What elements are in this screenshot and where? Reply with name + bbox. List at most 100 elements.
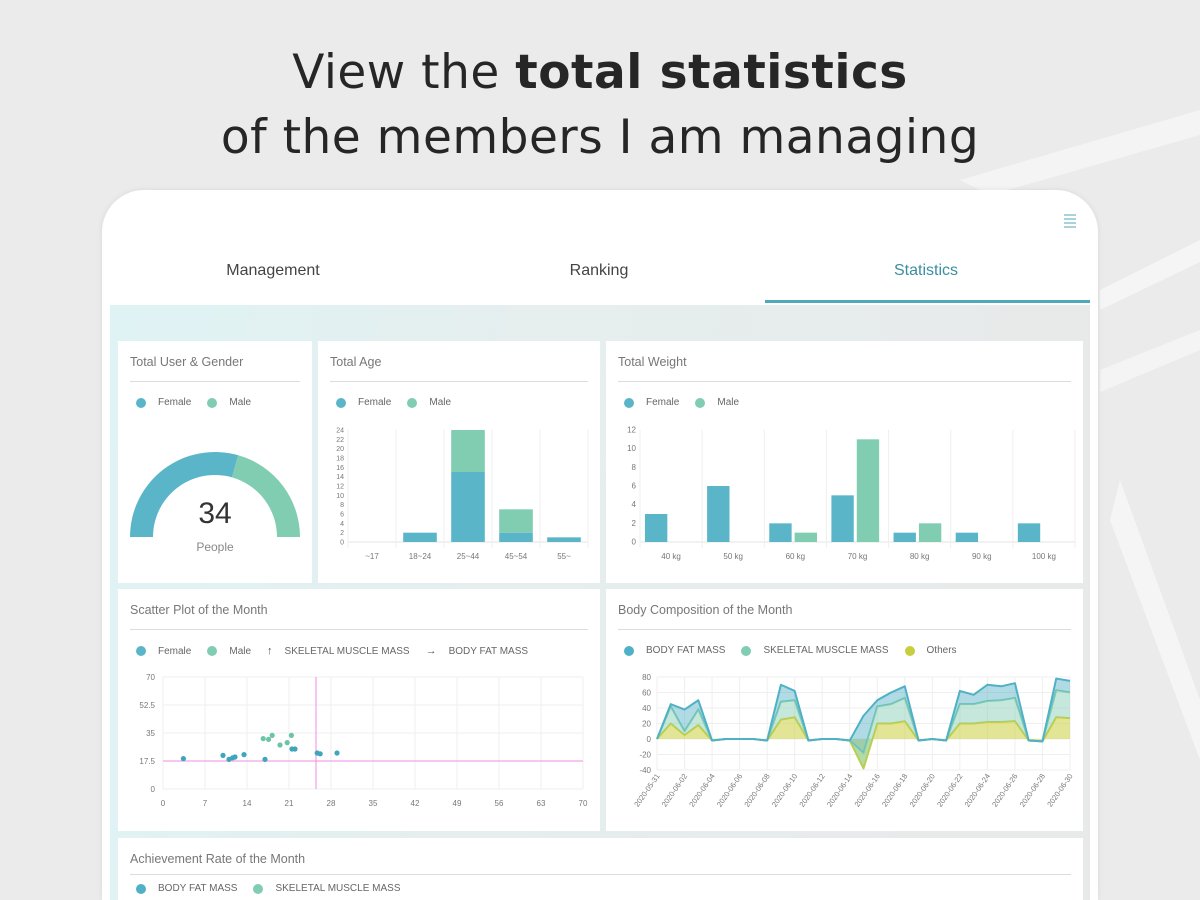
y-tick-label: 0	[340, 540, 344, 547]
legend: BODY FAT MASS SKELETAL MUSCLE MASS Other…	[624, 645, 973, 656]
legend-male[interactable]: Male	[229, 645, 252, 657]
bar-female	[769, 523, 792, 542]
bar-female	[499, 532, 533, 542]
point-female	[241, 752, 247, 758]
point-female	[262, 756, 268, 762]
point-female	[180, 756, 186, 762]
body-fat-dot-icon	[136, 883, 146, 894]
area-others	[657, 717, 1070, 769]
point-female	[220, 752, 226, 758]
y-tick-label: 17.5	[139, 757, 155, 766]
divider	[618, 381, 1071, 382]
tablet-frame: Management Ranking Statistics Total User…	[102, 190, 1098, 900]
y-tick-label: 4	[340, 521, 344, 528]
female-dot-icon	[136, 397, 146, 408]
x-tick-label: 100 kg	[1032, 552, 1056, 561]
bar-female	[955, 532, 979, 542]
male-dot-icon	[407, 397, 418, 408]
point-male	[260, 736, 266, 742]
legend-others[interactable]: Others	[926, 645, 957, 656]
point-male	[288, 732, 294, 738]
x-tick-label: 2020-06-20	[908, 772, 937, 809]
gender-gauge-chart	[130, 452, 300, 537]
divider	[130, 629, 588, 630]
x-tick-label: 2020-06-08	[742, 772, 771, 809]
x-tick-label: 49	[453, 799, 462, 808]
card-total-age: Total Age Female Male 0 2 4 6 8 10 12 14 16 18 20 2…	[318, 341, 600, 583]
y-tick-label: 4	[632, 500, 637, 509]
female-dot-icon	[336, 397, 346, 408]
x-tick-label: 25~44	[457, 552, 480, 561]
x-tick-label: 0	[161, 799, 166, 808]
y-tick-label: 2	[632, 519, 637, 528]
x-tick-label: 2020-06-26	[990, 772, 1019, 809]
x-tick-label: 21	[285, 799, 294, 808]
bar-male	[499, 509, 533, 533]
x-tick-label: 2020-06-14	[825, 772, 854, 809]
gauge-segment-female	[130, 452, 239, 537]
muscle-dot-icon	[741, 645, 752, 656]
x-tick-label: 50 kg	[723, 552, 743, 561]
y-tick-label: 8	[632, 463, 637, 472]
point-male	[277, 742, 283, 748]
headline-bold: total statistics	[515, 45, 908, 100]
x-tick-label: 2020-06-10	[770, 772, 799, 809]
card-scatter-plot: Scatter Plot of the Month Female Male ↑ S…	[118, 589, 600, 831]
x-tick-label: 35	[369, 799, 378, 808]
y-tick-label: 52.5	[139, 701, 155, 710]
card-title: Body Composition of the Month	[618, 603, 793, 617]
x-tick-label: 63	[537, 799, 546, 808]
card-achievement-rate: Achievement Rate of the Month BODY FAT M…	[118, 838, 1083, 900]
male-dot-icon	[207, 397, 218, 408]
y-tick-label: 10	[336, 493, 344, 500]
legend-body-fat-mass[interactable]: BODY FAT MASS	[646, 645, 726, 656]
legend-body-fat-mass[interactable]: BODY FAT MASS	[448, 645, 529, 657]
legend-female[interactable]: Female	[158, 397, 192, 408]
card-body-composition: Body Composition of the Month BODY FAT M…	[606, 589, 1083, 831]
divider	[130, 381, 300, 382]
legend: Female Male	[136, 397, 267, 408]
x-tick-label: 2020-06-02	[660, 772, 689, 809]
legend: Female Male	[624, 397, 755, 408]
menu-icon[interactable]	[1064, 214, 1076, 228]
point-male	[266, 736, 272, 742]
bar-male	[451, 430, 485, 472]
legend-skeletal-muscle-mass[interactable]: SKELETAL MUSCLE MASS	[763, 645, 889, 656]
x-tick-label: 2020-06-28	[1018, 772, 1047, 809]
legend-skeletal-muscle-mass[interactable]: SKELETAL MUSCLE MASS	[284, 645, 410, 657]
bar-male	[918, 523, 942, 542]
tab-management[interactable]: Management	[226, 262, 320, 279]
y-tick-label: 10	[627, 444, 636, 453]
legend-male[interactable]: Male	[229, 397, 252, 408]
point-female	[292, 746, 298, 752]
scatter-chart: 0 7 14 21 28 35 42 49 56 63 70 0 17.5 35 52.5 70	[139, 673, 588, 808]
female-dot-icon	[624, 397, 634, 408]
point-female	[334, 750, 340, 756]
legend-female[interactable]: Female	[646, 397, 680, 408]
legend-skeletal-muscle-mass[interactable]: SKELETAL MUSCLE MASS	[275, 883, 401, 894]
total-users-count: 34	[198, 497, 232, 530]
x-tick-label: 2020-06-24	[963, 772, 992, 809]
y-tick-label: 80	[642, 673, 651, 682]
legend-female[interactable]: Female	[158, 645, 192, 657]
y-tick-label: 60	[642, 689, 651, 698]
y-tick-label: 70	[146, 673, 155, 682]
legend: Female Male	[336, 397, 467, 408]
x-tick-label: 2020-06-30	[1045, 772, 1074, 809]
legend-body-fat-mass[interactable]: BODY FAT MASS	[158, 883, 238, 894]
y-tick-label: 0	[151, 785, 156, 794]
x-tick-label: 18~24	[409, 552, 432, 561]
y-tick-label: 8	[340, 502, 344, 509]
muscle-dot-icon	[253, 883, 264, 894]
y-tick-label: 40	[642, 704, 651, 713]
y-tick-label: 20	[642, 720, 651, 729]
x-tick-label: 60 kg	[786, 552, 806, 561]
legend-female[interactable]: Female	[358, 397, 392, 408]
legend-male[interactable]: Male	[429, 397, 452, 408]
tab-ranking[interactable]: Ranking	[569, 262, 629, 279]
tab-statistics[interactable]: Statistics	[893, 262, 958, 279]
male-dot-icon	[695, 397, 706, 408]
card-title: Total Weight	[618, 355, 687, 369]
legend-male[interactable]: Male	[717, 397, 740, 408]
